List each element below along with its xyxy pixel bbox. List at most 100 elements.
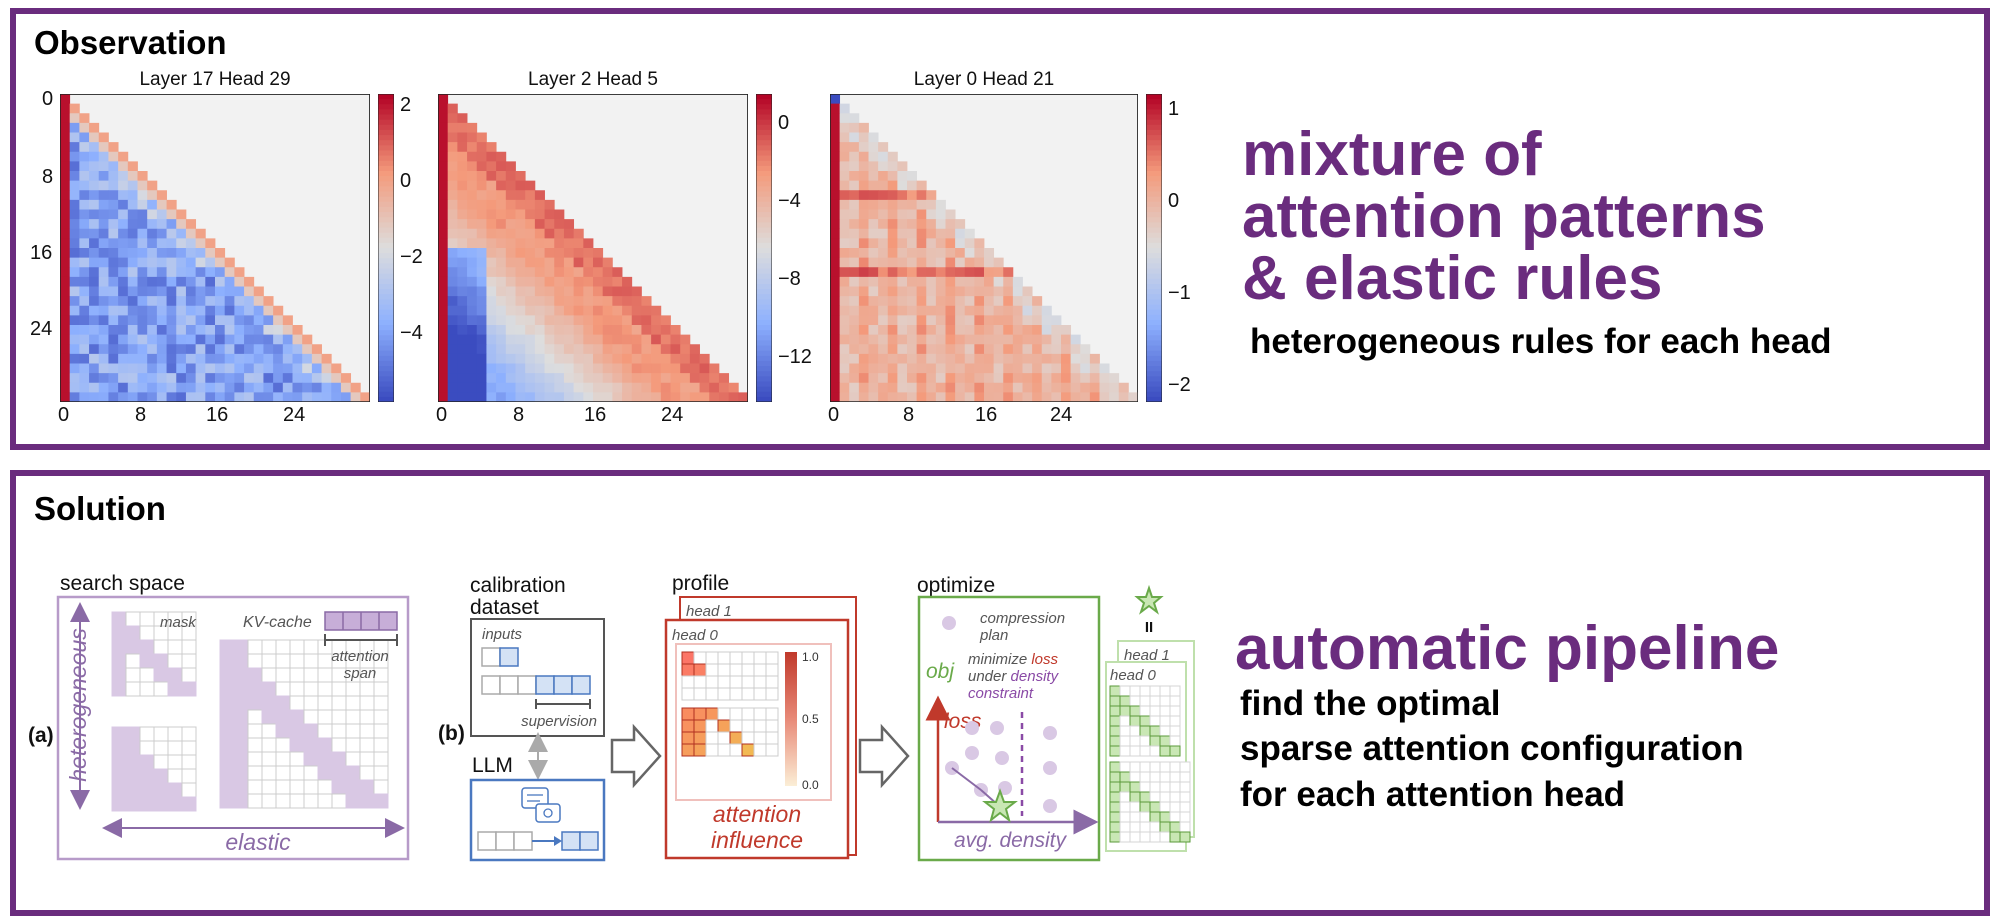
density-label: avg. density (954, 829, 1068, 852)
solution-headline: automatic pipeline (1235, 614, 1780, 683)
headline-line-3: & elastic rules (1242, 244, 1663, 313)
calibration-label-1: calibration (470, 574, 566, 597)
plan-label-2: plan (979, 627, 1008, 644)
profile-cbar-tick-05: 0.5 (802, 712, 819, 726)
obj-line-2: under density (968, 668, 1060, 685)
result-head1-label: head 1 (1124, 647, 1170, 664)
mask-grid-top (111, 611, 197, 697)
hm2-xtick-24: 24 (661, 404, 684, 426)
observation-title: Observation (34, 24, 227, 61)
elastic-label: elastic (225, 829, 291, 855)
hm1-xtick-16: 16 (206, 404, 229, 426)
supervision-bracket (535, 699, 591, 709)
plan-label-1: compression (980, 610, 1065, 627)
observation-subline: heterogeneous rules for each head (1250, 322, 1832, 361)
colorbar-2 (756, 94, 772, 402)
solution-subline-3: for each attention head (1240, 775, 1626, 814)
optimal-star-icon (982, 788, 1018, 823)
hm3-xtick-0: 0 (828, 404, 840, 426)
kv-cache-strip (324, 611, 398, 631)
search-space-box (56, 595, 410, 861)
inputs-label: inputs (482, 626, 523, 643)
cbar2-tick-m8: −8 (778, 268, 801, 290)
heatmap-2-title: Layer 2 Head 5 (528, 69, 658, 90)
kv-cache-label: KV-cache (243, 614, 312, 631)
heatmap-1-title: Layer 17 Head 29 (139, 69, 291, 90)
hm1-ytick-8: 8 (42, 166, 54, 188)
profile-colorbar (785, 652, 797, 786)
cbar3-tick-0: 0 (1168, 190, 1180, 212)
hm2-xtick-8: 8 (513, 404, 525, 426)
result-sparse-grid-top (1109, 685, 1181, 757)
search-space-label: search space (60, 572, 185, 595)
heterogeneous-label: heterogeneous (65, 628, 91, 782)
hm1-xtick-8: 8 (135, 404, 147, 426)
cbar2-tick-m4: −4 (778, 190, 801, 212)
cbar1-tick-m4: −4 (400, 322, 423, 344)
solution-title: Solution (34, 490, 166, 527)
headline-line-1: mixture of (1242, 120, 1542, 189)
tag-a: (a) (28, 724, 54, 747)
mask-label: mask (160, 614, 197, 631)
hm1-ytick-16: 16 (30, 242, 53, 264)
profile-cbar-tick-0: 0.0 (802, 778, 819, 792)
chat-icon (521, 787, 561, 823)
solution-subline-1: find the optimal (1240, 684, 1501, 723)
colorbar-3 (1146, 94, 1162, 402)
inputs-tokens (481, 647, 519, 667)
obj-label: obj (926, 660, 955, 683)
solution-subline-2: sparse attention configuration (1240, 729, 1744, 768)
heatmap-1 (60, 94, 370, 402)
hm1-xtick-24: 24 (283, 404, 306, 426)
plan-dot-icon (942, 616, 956, 630)
optimize-label: optimize (917, 574, 995, 597)
hm2-xtick-0: 0 (436, 404, 448, 426)
heatmap-3 (830, 94, 1138, 402)
cbar3-tick-m2: −2 (1168, 374, 1191, 396)
profile-label: profile (672, 572, 729, 595)
tag-b: (b) (438, 722, 465, 745)
result-star-icon (1134, 584, 1164, 615)
attention-span-line-1: attention (331, 648, 389, 665)
headline-line-2: attention patterns (1242, 182, 1766, 251)
cbar1-tick-m2: −2 (400, 246, 423, 268)
cbar1-tick-2: 2 (400, 94, 412, 116)
supervision-label: supervision (521, 713, 597, 730)
result-head0-label: head 0 (1110, 667, 1157, 684)
hm1-ytick-0: 0 (42, 88, 54, 110)
heatmap-3-title: Layer 0 Head 21 (913, 69, 1055, 90)
result-sparse-grid-bottom (1109, 761, 1191, 843)
cbar3-tick-1: 1 (1168, 98, 1180, 120)
cbar2-tick-0: 0 (778, 112, 790, 134)
obj-line-3: constraint (968, 685, 1034, 702)
plan-points (945, 721, 1057, 813)
profile-cbar-tick-1: 1.0 (802, 650, 819, 664)
llm-tokens (477, 831, 599, 851)
mask-grid-bottom (111, 726, 197, 812)
llm-label: LLM (472, 754, 513, 777)
hm1-xtick-0: 0 (58, 404, 70, 426)
arrow-to-profile (610, 723, 662, 789)
heatmap-2 (438, 94, 748, 402)
observation-panel (10, 8, 1990, 450)
attention-span-line-2: span (344, 665, 377, 682)
cbar2-tick-m12: −12 (778, 346, 812, 368)
attention-span-bracket (324, 634, 398, 646)
solution-panel (10, 470, 1990, 916)
hm3-xtick-8: 8 (903, 404, 915, 426)
hm3-xtick-16: 16 (975, 404, 998, 426)
hm1-ytick-24: 24 (30, 318, 53, 340)
equals-sign: II (1145, 619, 1153, 636)
cbar3-tick-m1: −1 (1168, 282, 1191, 304)
arrow-to-optimize (858, 723, 910, 789)
profile-head0-label: head 0 (672, 627, 719, 644)
attention-influence-grid (681, 651, 779, 757)
optimize-box (917, 595, 1101, 862)
hm2-xtick-16: 16 (584, 404, 607, 426)
hm3-xtick-24: 24 (1050, 404, 1073, 426)
sequence-tokens (481, 675, 591, 695)
colorbar-1 (378, 94, 394, 402)
calibration-label-2: dataset (470, 596, 539, 619)
obj-line-1: minimize loss (968, 651, 1059, 668)
